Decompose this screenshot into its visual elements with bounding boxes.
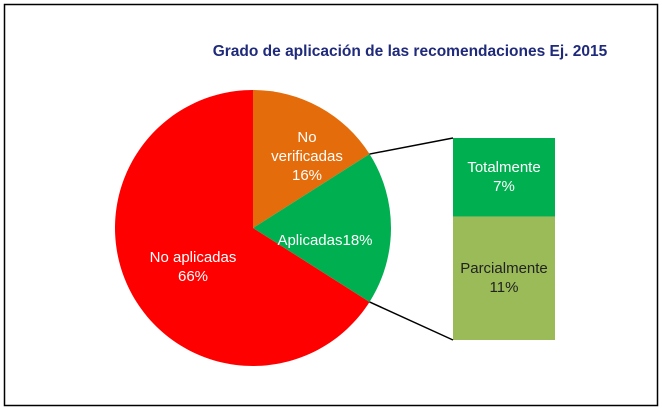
slice-category: Aplicadas bbox=[277, 232, 343, 249]
chart-border bbox=[3, 3, 659, 407]
slice-label: No verificadas 16% bbox=[262, 128, 352, 185]
bar-category: Parcialmente bbox=[460, 260, 548, 278]
pie-slice bbox=[253, 154, 391, 302]
bar-segment bbox=[453, 216, 555, 340]
connector-line bbox=[369, 137, 454, 155]
bar-category: Totalmente bbox=[467, 159, 541, 177]
connector-line bbox=[369, 301, 454, 341]
bar-segment bbox=[453, 138, 555, 217]
slice-value-label: 16% bbox=[291, 167, 323, 184]
chart-title: Grado de aplicación de las recomendacion… bbox=[212, 43, 608, 60]
pie-slice bbox=[253, 90, 370, 228]
slice-label: No aplicadas 66% bbox=[118, 248, 268, 286]
pie-slice bbox=[114, 90, 370, 366]
slice-value-label: 18% bbox=[342, 232, 373, 249]
slice-category: No aplicadas bbox=[149, 249, 237, 266]
bar-label: Parcialmente 11% bbox=[453, 259, 555, 297]
slice-category: No verificadas bbox=[271, 129, 343, 165]
slice-label: Aplicadas18% bbox=[270, 231, 380, 250]
bar-value-label: 7% bbox=[493, 178, 515, 196]
bar-label: Totalmente 7% bbox=[453, 158, 555, 196]
bar-value-label: 11% bbox=[489, 279, 519, 297]
slice-value-label: 66% bbox=[177, 268, 209, 285]
